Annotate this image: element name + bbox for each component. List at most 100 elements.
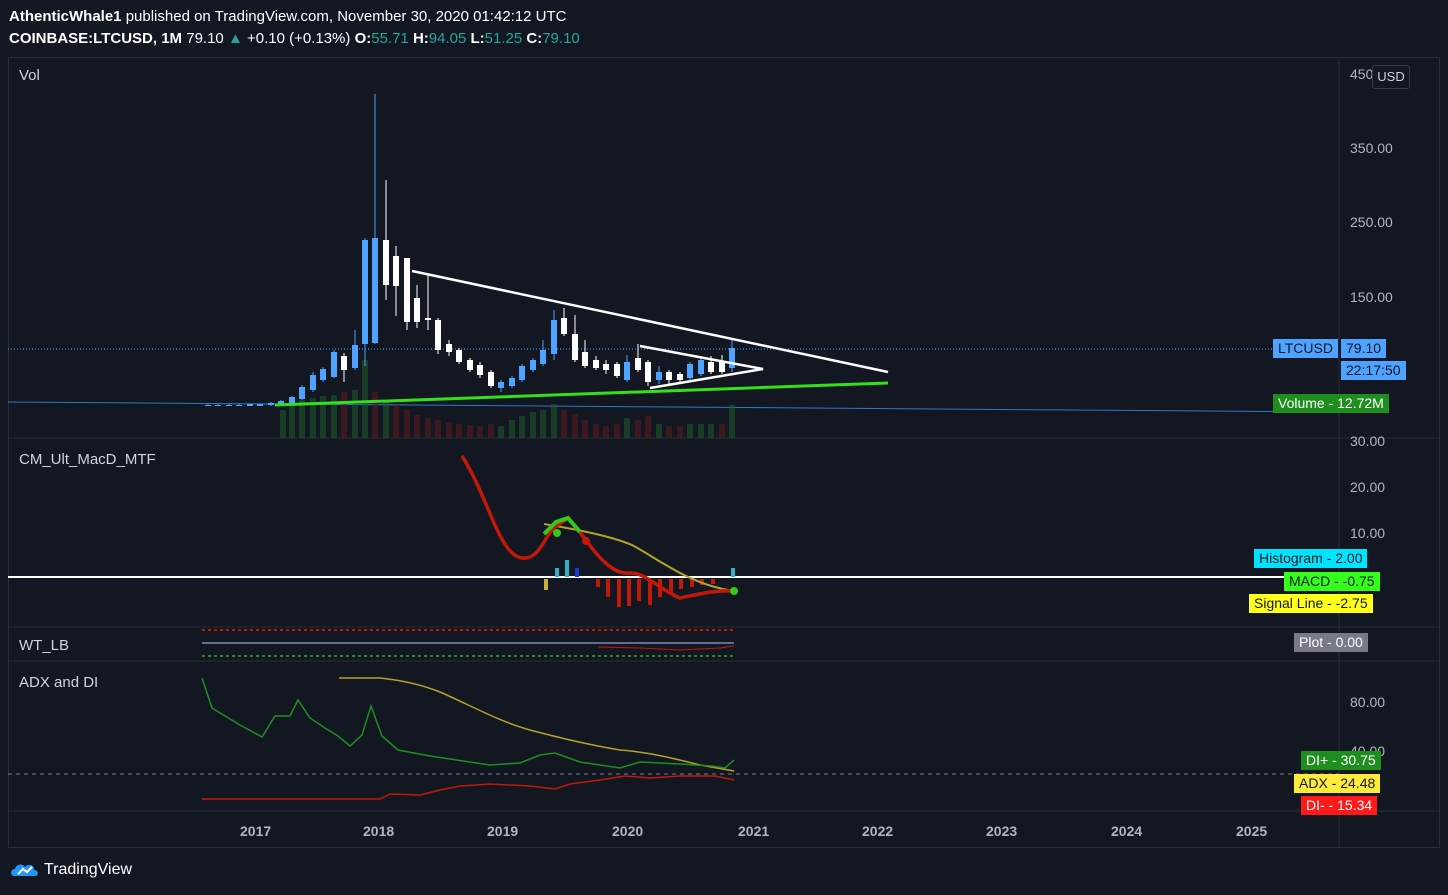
candle-body <box>226 405 232 406</box>
adx-pane-label[interactable]: ADX and DI <box>19 674 99 691</box>
candle-body <box>488 372 494 386</box>
low-label: L: <box>470 30 485 47</box>
price-tick: 250.00 <box>1350 214 1393 230</box>
macd-pane-label[interactable]: CM_Ult_MacD_MTF <box>19 451 156 468</box>
candle-body <box>425 318 431 320</box>
volume-pane-label[interactable]: Vol <box>19 67 40 84</box>
macd-tick: 20.00 <box>1350 479 1386 495</box>
cross-dot-green <box>553 529 561 537</box>
symbol-tag: LTCUSD <box>1273 339 1338 358</box>
cloud-logo-icon <box>11 864 38 876</box>
time-tick: 2023 <box>986 823 1018 839</box>
candle-body <box>477 365 483 375</box>
chart-header: AthenticWhale1 published on TradingView.… <box>9 6 580 50</box>
candle-body <box>635 358 641 370</box>
candle-body <box>404 258 410 322</box>
candle-body <box>729 348 735 368</box>
long-trend-line[interactable] <box>7 401 1340 413</box>
signal-line-tag: Signal Line - -2.75 <box>1249 594 1373 613</box>
up-arrow-icon: ▲ <box>227 30 243 47</box>
candle-body <box>341 356 347 370</box>
countdown-tag: 22:17:50 <box>1341 361 1406 380</box>
candle-body <box>446 344 452 352</box>
close-label: C: <box>526 30 543 47</box>
candle-body <box>603 364 609 370</box>
tradingview-logo[interactable]: TradingView <box>10 860 132 880</box>
candle-body <box>236 405 242 406</box>
candle-body <box>666 372 672 380</box>
symbol-label[interactable]: COINBASE:LTCUSD, 1M <box>9 30 183 47</box>
candle-body <box>362 240 368 344</box>
candle-body <box>435 320 441 350</box>
last-price: 79.10 <box>186 30 224 47</box>
volume-bars <box>280 360 735 438</box>
high-value: 94.05 <box>428 30 467 47</box>
currency-button[interactable]: USD <box>1372 65 1410 89</box>
time-tick: 2018 <box>363 823 395 839</box>
time-tick: 2017 <box>240 823 272 839</box>
candle-body <box>456 350 462 362</box>
adx-line <box>339 677 735 772</box>
candle-body <box>247 404 253 406</box>
author-name[interactable]: AthenticWhale1 <box>9 8 122 25</box>
candle-body <box>614 364 620 376</box>
di-minus-tag: DI- - 15.34 <box>1301 796 1378 815</box>
candle-body <box>331 352 337 377</box>
macd-tag: MACD - -0.75 <box>1284 572 1380 591</box>
open-value: 55.71 <box>371 30 409 47</box>
price-tick: 450 <box>1350 66 1374 82</box>
candle-body <box>698 360 704 374</box>
candle-body <box>268 403 274 405</box>
last-price-tag: 79.10 <box>1341 339 1387 358</box>
support-trendline[interactable] <box>274 381 889 407</box>
candle-body <box>540 350 546 364</box>
adx-tick: 80.00 <box>1350 694 1386 710</box>
publish-line: AthenticWhale1 published on TradingView.… <box>9 6 580 28</box>
cross-dot-red <box>582 537 590 545</box>
candle-body <box>352 345 358 368</box>
candle-body <box>656 372 662 380</box>
candle-body <box>519 366 525 380</box>
candle-body <box>320 369 326 380</box>
candle-body <box>498 382 504 388</box>
candle-body <box>414 298 420 322</box>
price-candles[interactable] <box>205 94 735 406</box>
candle-body <box>645 362 651 382</box>
candle-body <box>467 360 473 370</box>
candle-body <box>205 405 211 406</box>
candle-body <box>582 352 588 366</box>
histogram-tag: Histogram - 2.00 <box>1254 549 1368 568</box>
candle-body <box>719 362 725 372</box>
time-tick: 2024 <box>1111 823 1143 839</box>
time-tick: 2020 <box>612 823 644 839</box>
candle-body <box>530 360 536 370</box>
cross-dot-green <box>730 587 738 595</box>
descending-trendline[interactable] <box>411 269 889 374</box>
di-minus-line <box>202 775 735 800</box>
close-value: 79.10 <box>542 30 580 47</box>
high-label: H: <box>412 30 429 47</box>
di-plus-tag: DI+ - 30.75 <box>1301 751 1381 770</box>
brand-name: TradingView <box>44 861 133 878</box>
candle-body <box>572 334 578 360</box>
volume-tag: Volume - 12.72M <box>1273 394 1389 413</box>
macd-tick: 30.00 <box>1350 433 1386 449</box>
chart-frame[interactable] <box>8 57 1440 848</box>
triangle-pattern[interactable] <box>639 344 764 390</box>
candle-body <box>289 397 295 403</box>
wt-pane-label[interactable]: WT_LB <box>19 637 70 654</box>
wt-line <box>597 645 735 651</box>
time-tick: 2022 <box>862 823 894 839</box>
candle-body <box>215 405 221 406</box>
candle-body <box>393 256 399 286</box>
low-value: 51.25 <box>484 30 523 47</box>
macd-tick: 10.00 <box>1350 525 1386 541</box>
candle-body <box>624 362 630 380</box>
candle-body <box>372 238 378 343</box>
candle-body <box>310 375 316 390</box>
time-tick: 2025 <box>1236 823 1268 839</box>
price-tick: 350.00 <box>1350 140 1393 156</box>
time-tick: 2019 <box>487 823 519 839</box>
candle-body <box>257 404 263 406</box>
